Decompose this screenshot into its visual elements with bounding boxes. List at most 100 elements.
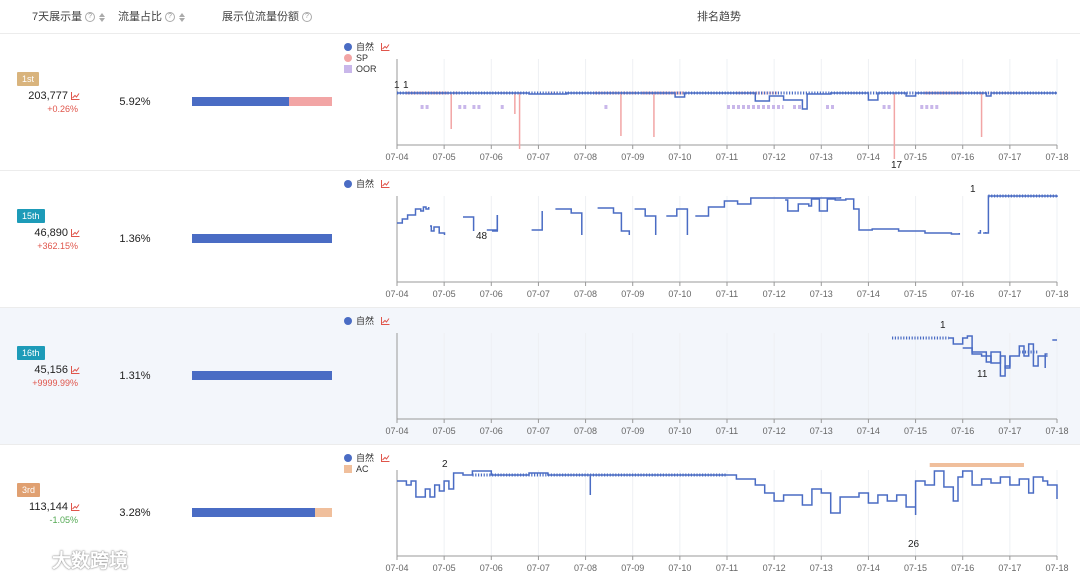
rank-trend-header-label: 排名趋势 bbox=[697, 11, 741, 23]
help-icon[interactable]: ? bbox=[85, 12, 96, 22]
organic-series bbox=[555, 208, 583, 235]
x-tick-label: 07-05 bbox=[433, 152, 456, 162]
impressions-header-label: 7天展示量 bbox=[32, 11, 83, 23]
keyword-row: 3rd 113,144 -1.05% 3.28% 自然 AC 07-04 07-05 07-06… bbox=[0, 445, 1080, 581]
x-tick-label: 07-05 bbox=[433, 289, 456, 299]
x-tick-label: 07-14 bbox=[857, 289, 880, 299]
x-tick-label: 07-06 bbox=[480, 289, 503, 299]
x-tick-label: 07-07 bbox=[527, 289, 550, 299]
sort-icon[interactable] bbox=[179, 12, 185, 22]
legend-swatch bbox=[344, 64, 352, 73]
x-tick-label: 07-17 bbox=[998, 563, 1021, 573]
traffic-share-header-label: 流量占比 bbox=[118, 11, 162, 23]
legend-swatch bbox=[344, 42, 352, 51]
organic-series bbox=[634, 208, 657, 235]
legend-label: 自然 bbox=[356, 316, 375, 326]
x-tick-label: 07-04 bbox=[385, 289, 408, 299]
slot-share-header-label: 展示位流量份额 bbox=[222, 11, 299, 23]
watermark: 大数跨境 bbox=[6, 546, 128, 573]
watermark-text: 大数跨境 bbox=[52, 551, 129, 572]
trend-line-icon[interactable] bbox=[71, 92, 80, 100]
chart-legend: 自然 bbox=[344, 315, 390, 326]
impressions-change: +9999.99% bbox=[32, 378, 78, 388]
help-icon[interactable]: ? bbox=[302, 12, 312, 22]
table-header: 7天展示量 ? 流量占比 ? 展示位流量份额 ? 排名趋势 bbox=[0, 0, 1080, 34]
trend-line-icon[interactable] bbox=[381, 42, 390, 51]
impressions-value: 46,890 bbox=[34, 227, 68, 239]
trend-line-icon[interactable] bbox=[71, 366, 80, 374]
rank-trend-chart: 07-04 07-05 07-06 07-07 07-08 07-09 07-10 07-11… bbox=[385, 184, 1068, 299]
legend-label: SP bbox=[356, 52, 369, 63]
legend-item[interactable]: OOR bbox=[344, 63, 390, 74]
impressions-value-group: 113,144 bbox=[0, 501, 80, 513]
rank-trend-chart: 07-04 07-05 07-06 07-07 07-08 07-09 07-10 07-11… bbox=[385, 459, 1068, 573]
x-tick-label: 07-16 bbox=[951, 563, 974, 573]
keyword-row: 15th 46,890 +362.15% 1.36% 自然 07-04 07-05 07-06… bbox=[0, 171, 1080, 308]
x-tick-label: 07-06 bbox=[480, 152, 503, 162]
x-tick-label: 07-12 bbox=[763, 289, 786, 299]
x-tick-label: 07-18 bbox=[1045, 152, 1068, 162]
slot-share-bar bbox=[192, 97, 332, 106]
rank-annotation: 1 bbox=[394, 80, 400, 91]
legend-item[interactable]: 自然 bbox=[344, 315, 390, 326]
organic-series bbox=[463, 216, 475, 231]
trend-line-icon[interactable] bbox=[71, 503, 80, 511]
x-tick-label: 07-17 bbox=[998, 426, 1021, 436]
x-tick-label: 07-09 bbox=[621, 563, 644, 573]
organic-series bbox=[430, 225, 446, 235]
impressions-value-group: 45,156 bbox=[0, 364, 80, 376]
impressions-column-header[interactable]: 7天展示量 ? bbox=[32, 0, 106, 34]
share-segment bbox=[192, 97, 289, 106]
rank-trend-column-header: 排名趋势 bbox=[697, 0, 741, 34]
legend-item[interactable]: 自然 bbox=[344, 452, 390, 463]
legend-item[interactable]: AC bbox=[344, 463, 390, 474]
impressions-value: 113,144 bbox=[29, 501, 68, 513]
x-tick-label: 07-11 bbox=[716, 289, 738, 299]
x-tick-label: 07-05 bbox=[433, 426, 456, 436]
legend-item[interactable]: SP bbox=[344, 52, 390, 63]
x-tick-label: 07-06 bbox=[480, 563, 503, 573]
x-tick-label: 07-13 bbox=[810, 426, 833, 436]
legend-label: AC bbox=[356, 463, 369, 474]
rank-annotation: 1 bbox=[970, 184, 976, 195]
trend-line-icon[interactable] bbox=[71, 229, 80, 237]
legend-item[interactable]: 自然 bbox=[344, 41, 390, 52]
x-tick-label: 07-18 bbox=[1045, 426, 1068, 436]
x-tick-label: 07-08 bbox=[574, 152, 597, 162]
x-tick-label: 07-11 bbox=[716, 426, 738, 436]
x-tick-label: 07-14 bbox=[857, 426, 880, 436]
slot-share-bar bbox=[192, 234, 332, 243]
x-tick-label: 07-16 bbox=[951, 426, 974, 436]
x-tick-label: 07-17 bbox=[998, 152, 1021, 162]
legend-label: OOR bbox=[356, 63, 377, 74]
slot-share-bar bbox=[192, 508, 332, 517]
x-tick-label: 07-04 bbox=[385, 563, 408, 573]
slot-share-bar bbox=[192, 371, 332, 380]
traffic-share-value: 3.28% bbox=[119, 507, 151, 519]
rank-annotation: 2 bbox=[442, 459, 448, 470]
organic-series bbox=[962, 347, 1011, 377]
brand-logo-icon bbox=[6, 550, 43, 569]
share-segment bbox=[315, 508, 332, 517]
organic-series bbox=[785, 198, 961, 235]
x-tick-label: 07-11 bbox=[716, 563, 738, 573]
trend-line-icon[interactable] bbox=[381, 316, 390, 325]
impressions-value-group: 46,890 bbox=[0, 227, 80, 239]
rank-annotation: 11 bbox=[977, 369, 988, 380]
x-tick-label: 07-09 bbox=[621, 289, 644, 299]
help-icon[interactable]: ? bbox=[165, 12, 175, 22]
chart-legend: 自然 AC bbox=[344, 452, 390, 474]
x-tick-label: 07-15 bbox=[904, 426, 927, 436]
traffic-share-column-header[interactable]: 流量占比 ? bbox=[118, 0, 185, 34]
organic-series bbox=[531, 211, 543, 231]
x-tick-label: 07-18 bbox=[1045, 289, 1068, 299]
trend-line-icon[interactable] bbox=[381, 453, 390, 462]
sort-icon[interactable] bbox=[99, 12, 106, 22]
rank-annotation: 48 bbox=[476, 231, 488, 242]
x-tick-label: 07-08 bbox=[574, 563, 597, 573]
trend-line-icon[interactable] bbox=[381, 179, 390, 188]
legend-item[interactable]: 自然 bbox=[344, 178, 390, 189]
x-tick-label: 07-12 bbox=[763, 563, 786, 573]
x-tick-label: 07-05 bbox=[433, 563, 456, 573]
organic-series bbox=[983, 232, 987, 234]
